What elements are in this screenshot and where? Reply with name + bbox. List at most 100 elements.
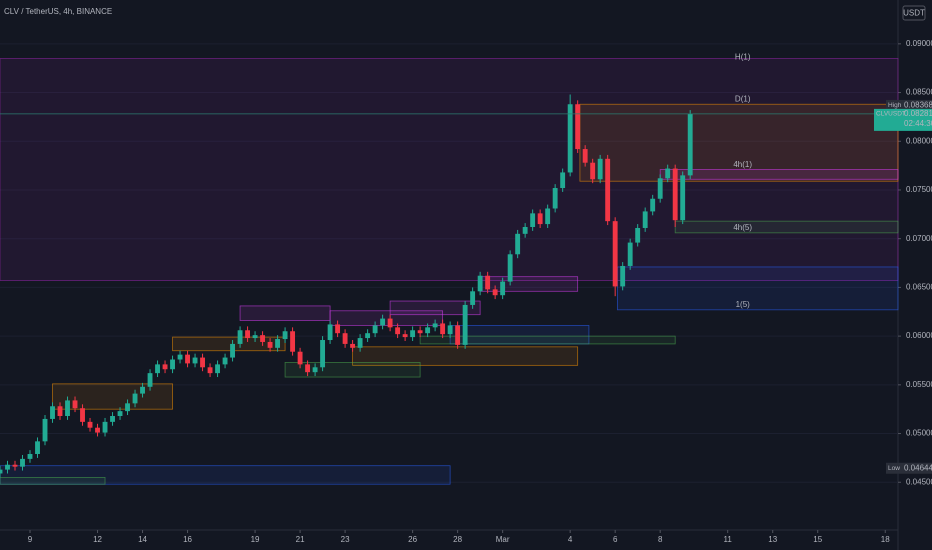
candle-body	[440, 323, 446, 335]
candle-body	[147, 373, 153, 387]
zone	[419, 335, 676, 345]
candle-body	[395, 327, 401, 335]
candle-body	[515, 233, 521, 255]
candle-body	[537, 213, 543, 225]
candle-body	[5, 464, 10, 470]
candle-body	[545, 208, 551, 225]
candle-body	[170, 359, 175, 370]
candle-body	[327, 324, 333, 341]
candle-body	[402, 334, 408, 338]
candle-body	[162, 364, 168, 370]
candle-body	[125, 403, 130, 412]
candle-body	[237, 330, 243, 344]
candle-body	[680, 175, 686, 221]
candle-body	[200, 357, 205, 368]
candle-body	[530, 213, 536, 228]
zone	[172, 336, 286, 352]
price-badge	[886, 99, 932, 111]
candle-body	[50, 406, 55, 419]
candle-body	[665, 168, 671, 179]
candle-body	[80, 408, 85, 422]
candle-body	[65, 400, 70, 417]
candle-body	[372, 325, 378, 334]
candle-body	[552, 188, 558, 209]
zone	[674, 220, 899, 234]
badge-value: 0.08368	[904, 101, 932, 110]
x-tick-label: 12	[93, 535, 102, 544]
candle-body	[155, 364, 160, 374]
x-tick-label: 21	[296, 535, 305, 544]
candle-body	[365, 333, 371, 339]
candle-body	[207, 367, 213, 374]
candle-body	[185, 354, 190, 364]
candle-body	[417, 330, 423, 334]
x-tick-label: 9	[28, 535, 33, 544]
zone	[0, 476, 106, 485]
candle-body	[650, 198, 656, 212]
candle-body	[305, 364, 311, 373]
currency[interactable]: USDT	[903, 9, 925, 18]
badge-name: Low	[888, 465, 900, 472]
currency-box[interactable]	[902, 5, 926, 21]
x-tick-label: 18	[881, 535, 890, 544]
zone	[284, 362, 421, 378]
x-tick-label: 13	[768, 535, 777, 544]
candle-body	[335, 324, 341, 334]
candle-body	[27, 454, 33, 459]
candle-body	[575, 104, 581, 150]
candle-body	[687, 113, 693, 176]
candle-body	[222, 357, 228, 365]
chart-title: CLV / TetherUS, 4h, BINANCE	[4, 7, 112, 16]
candle-body	[297, 351, 303, 365]
price-badge	[874, 108, 932, 131]
candle-body	[500, 281, 506, 296]
zone-label: 4h(1)	[733, 160, 752, 169]
candle-body	[410, 330, 416, 338]
x-tick-label: 19	[251, 535, 260, 544]
candle-body	[42, 418, 48, 442]
zone	[0, 465, 451, 485]
candle-body	[432, 323, 438, 328]
zone-label: 1(5)	[736, 300, 751, 309]
candle-body	[387, 318, 393, 328]
zone	[659, 169, 899, 180]
zone	[239, 305, 331, 321]
candle-body	[470, 291, 476, 305]
badge-name: High	[888, 102, 902, 109]
badge-value: 0.08281	[904, 109, 932, 118]
x-tick-label: 15	[813, 535, 822, 544]
candle-body	[245, 330, 251, 339]
candle-body	[290, 331, 296, 352]
candle-body	[485, 275, 491, 290]
candle-body	[117, 411, 123, 417]
x-tick-label: 28	[453, 535, 462, 544]
x-tick-label: 26	[408, 535, 417, 544]
x-tick-label: 6	[613, 535, 618, 544]
x-tick-label: 23	[341, 535, 350, 544]
candle-body	[455, 325, 461, 345]
price-badge	[886, 462, 932, 474]
candle-body	[192, 357, 198, 364]
candle-body	[425, 327, 431, 334]
candle-body	[177, 354, 183, 360]
candle-body	[267, 341, 273, 348]
candle-body	[672, 168, 678, 221]
zone	[52, 383, 173, 410]
badge-name: CLVUSDT	[876, 111, 906, 118]
candle-body	[380, 318, 386, 326]
candle-body	[87, 421, 93, 428]
candle-body	[642, 211, 648, 228]
candle-body	[57, 406, 63, 417]
candle-body	[477, 275, 483, 292]
candle-body	[72, 400, 78, 409]
candle-body	[447, 325, 453, 335]
candle-body	[612, 221, 618, 287]
candle-body	[492, 289, 498, 296]
